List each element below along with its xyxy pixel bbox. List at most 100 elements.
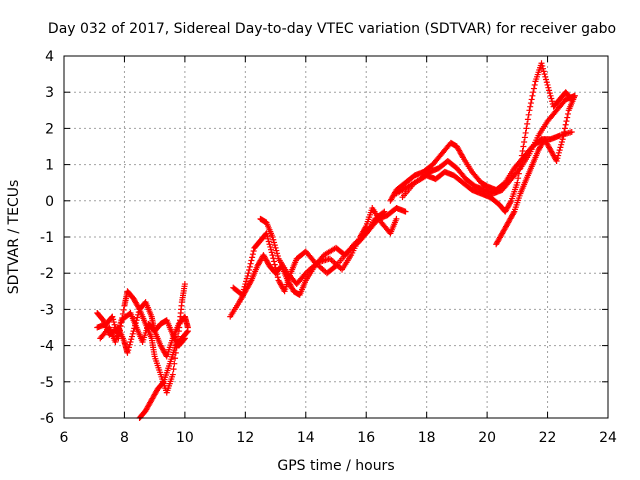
data-point	[273, 247, 280, 254]
data-point	[527, 100, 534, 107]
data-point	[559, 136, 566, 143]
data-point	[274, 274, 281, 281]
data-point	[246, 263, 253, 270]
x-tick-label: 6	[60, 430, 69, 446]
y-tick-label: 2	[45, 121, 54, 137]
data-point	[568, 129, 575, 136]
data-point	[184, 329, 191, 336]
y-tick-label: 3	[45, 85, 54, 101]
data-point	[270, 255, 277, 262]
data-point	[248, 257, 255, 264]
data-point	[556, 147, 563, 154]
data-point	[561, 129, 568, 136]
data-point	[541, 71, 548, 78]
data-point	[170, 366, 177, 373]
data-point	[459, 153, 466, 160]
data-point	[247, 260, 254, 267]
series-track-g	[257, 205, 400, 288]
data-point	[514, 179, 521, 186]
data-point	[266, 241, 273, 248]
y-tick-label: -2	[40, 266, 54, 282]
y-tick-label: -3	[40, 302, 54, 318]
data-point	[127, 338, 134, 345]
data-point	[547, 92, 554, 99]
data-point	[159, 379, 166, 386]
data-point	[125, 344, 132, 351]
data-point	[540, 68, 547, 75]
y-tick-label: -6	[40, 411, 54, 427]
data-point	[246, 267, 253, 274]
data-point	[529, 92, 536, 99]
data-point	[243, 275, 250, 282]
data-point	[250, 248, 257, 255]
data-point	[520, 143, 527, 150]
data-point	[265, 238, 272, 245]
data-point	[117, 319, 124, 326]
y-axis-label: SDTVAR / TECUs	[6, 180, 22, 295]
series-track-b	[94, 281, 188, 396]
data-point	[116, 325, 123, 332]
data-point	[239, 291, 246, 298]
y-tick-labels: -6 -5 -4 -3 -2 -1 0 1 2 3 4	[40, 49, 54, 427]
y-tick-label: 0	[45, 194, 54, 210]
data-point	[272, 264, 279, 271]
data-point	[274, 250, 281, 257]
data-point	[545, 84, 552, 91]
data-point	[125, 347, 132, 354]
data-point	[519, 148, 526, 155]
x-tick-label: 10	[176, 430, 194, 446]
data-point	[113, 336, 120, 343]
data-point	[245, 270, 252, 277]
y-tick-label: -5	[40, 375, 54, 391]
data-point	[525, 111, 532, 118]
data-point	[557, 144, 564, 151]
data-point	[548, 95, 555, 102]
data-point	[129, 333, 135, 340]
series-track-k	[493, 92, 578, 248]
y-tick-label: -4	[40, 339, 54, 355]
data-point	[402, 208, 409, 215]
data-point	[515, 170, 522, 177]
data-point	[301, 271, 308, 278]
data-point	[553, 157, 560, 164]
data-point	[271, 258, 278, 265]
data-point	[554, 155, 561, 162]
x-tick-label: 12	[236, 430, 254, 446]
data-point	[558, 141, 565, 148]
data-point	[544, 81, 551, 88]
data-point	[135, 305, 142, 312]
data-point	[517, 161, 524, 168]
data-point	[267, 243, 274, 250]
data-point	[112, 324, 119, 331]
data-point	[119, 310, 126, 317]
x-tick-label: 8	[120, 430, 129, 446]
data-point	[272, 244, 279, 251]
data-point	[543, 79, 550, 86]
data-point	[181, 281, 188, 288]
x-axis-label: GPS time / hours	[277, 458, 394, 474]
x-tick-label: 16	[357, 430, 375, 446]
data-point	[184, 328, 191, 335]
x-tick-label: 14	[297, 430, 315, 446]
x-tick-label: 20	[478, 430, 496, 446]
data-points	[94, 60, 578, 421]
data-point	[241, 283, 248, 290]
data-point	[243, 278, 250, 285]
data-point	[128, 336, 135, 343]
data-point	[242, 281, 249, 288]
data-point	[265, 235, 271, 242]
data-point	[562, 121, 569, 128]
data-point	[555, 149, 562, 156]
data-point	[113, 333, 120, 340]
data-point	[543, 76, 550, 83]
data-point	[523, 125, 530, 132]
data-point	[269, 234, 276, 240]
data-point	[538, 60, 545, 67]
data-point	[510, 210, 517, 217]
data-point	[530, 89, 537, 96]
data-point	[539, 62, 546, 69]
data-point	[244, 272, 251, 279]
data-point	[249, 254, 256, 261]
data-point	[109, 313, 116, 320]
